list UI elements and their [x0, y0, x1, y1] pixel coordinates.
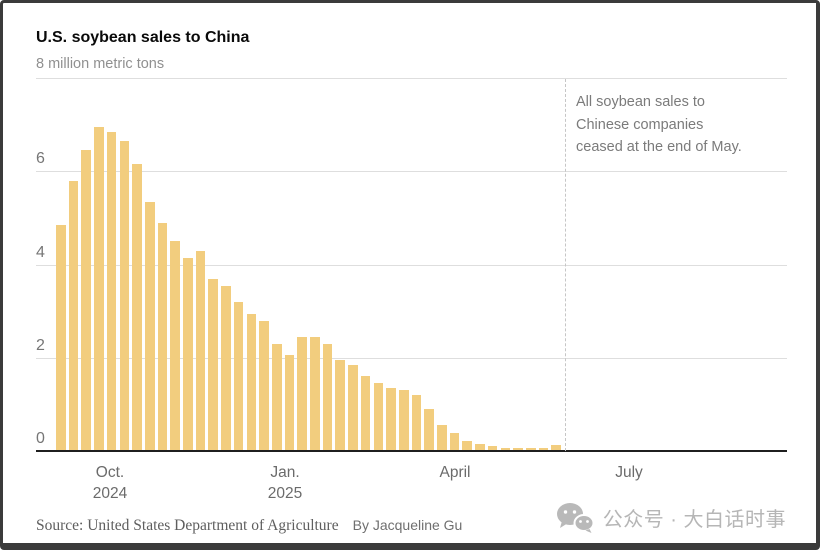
bar [144, 202, 155, 451]
watermark: 公众号 · 大白话时事 [556, 502, 786, 533]
bar [373, 383, 384, 451]
bar [462, 441, 473, 451]
wechat-icon [556, 503, 594, 533]
annotation-line: ceased at the end of May. [576, 139, 742, 155]
bar [119, 141, 130, 451]
chart-unit-label: 8 million metric tons [36, 56, 165, 72]
annotation-line: Chinese companies [576, 116, 704, 133]
x-tick-label: April [439, 464, 471, 481]
y-tick-label: 4 [36, 243, 45, 261]
bar [233, 302, 244, 451]
bar [487, 446, 498, 451]
bar [475, 444, 485, 451]
bar [500, 448, 511, 451]
bar [335, 360, 346, 451]
bar [195, 251, 206, 451]
bar [424, 409, 434, 451]
bar [551, 445, 561, 451]
plot-area: 6 4 2 0 Oct. 2024 Jan. 2025 April July [3, 3, 816, 543]
bar [398, 390, 409, 451]
bar [68, 181, 79, 451]
bar [208, 279, 219, 451]
bar [246, 314, 257, 451]
bar [513, 448, 523, 451]
x-tick-label: Oct. 2024 [92, 464, 128, 502]
bar [411, 395, 422, 451]
bar [525, 448, 536, 451]
x-tick-label: July [615, 464, 643, 481]
annotation-line: All soybean sales to [576, 94, 705, 110]
x-axis-baseline [36, 450, 787, 452]
x-tick-year: 2024 [92, 485, 128, 502]
bar [322, 344, 333, 451]
bar [106, 132, 117, 451]
bar [449, 433, 460, 451]
cutoff-dashed-line [565, 79, 566, 451]
gridline [36, 78, 787, 80]
bar [297, 337, 307, 451]
bar [348, 365, 358, 451]
bar [56, 225, 66, 451]
bar [360, 376, 371, 451]
gridline [36, 357, 787, 359]
bar [170, 241, 180, 451]
source-text: Source: United States Department of Agri… [36, 517, 339, 534]
x-tick-label: Jan. 2025 [267, 464, 303, 502]
gridline [36, 264, 787, 266]
bar [81, 150, 92, 451]
annotation-text: All soybean sales to Chinese companies c… [576, 91, 776, 159]
bar [221, 286, 231, 451]
bar [310, 337, 320, 451]
y-tick-label: 6 [36, 150, 45, 168]
x-tick-year: 2025 [267, 485, 303, 502]
bar [271, 344, 282, 451]
chart-title: U.S. soybean sales to China [36, 29, 250, 46]
watermark-text: 公众号 · 大白话时事 [602, 509, 786, 531]
bar [284, 355, 295, 451]
gridline [36, 171, 787, 173]
byline: By Jacqueline Gu [352, 517, 463, 533]
bar [386, 388, 396, 451]
bar [538, 448, 549, 451]
bar [132, 164, 142, 451]
bar [94, 127, 104, 451]
source-row: Source: United States Department of Agri… [36, 517, 462, 535]
bar [437, 425, 447, 451]
y-tick-label: 2 [36, 336, 45, 354]
y-tick-label: 0 [36, 430, 45, 447]
bar [259, 321, 269, 451]
bar [183, 258, 193, 451]
bar [157, 223, 168, 451]
